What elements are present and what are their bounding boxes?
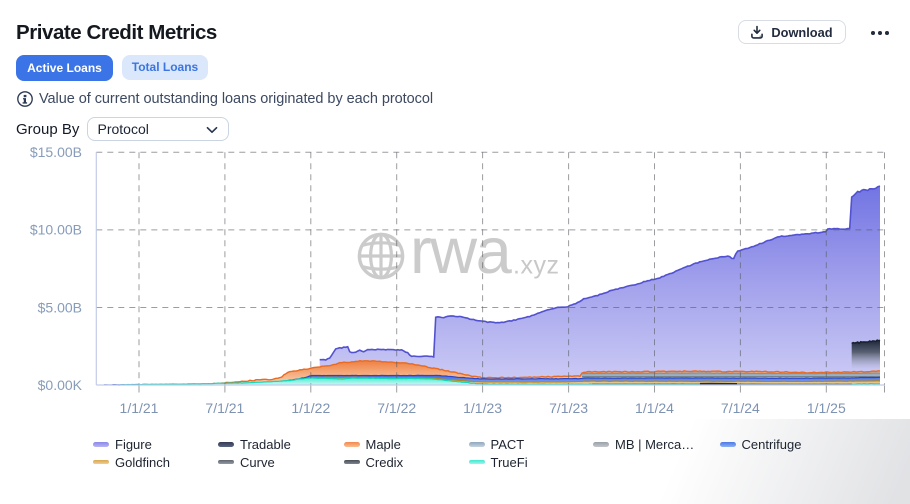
svg-text:1/1/23: 1/1/23 [463, 400, 502, 416]
svg-text:1/1/21: 1/1/21 [120, 400, 159, 416]
svg-text:7/1/22: 7/1/22 [377, 400, 416, 416]
svg-text:7/1/23: 7/1/23 [549, 400, 588, 416]
svg-text:$10.00B: $10.00B [30, 222, 82, 238]
svg-text:7/1/24: 7/1/24 [721, 400, 760, 416]
svg-text:.xyz: .xyz [513, 252, 559, 280]
svg-text:$15.00B: $15.00B [30, 144, 82, 160]
svg-text:1/1/22: 1/1/22 [291, 400, 330, 416]
svg-text:$0.00K: $0.00K [38, 377, 83, 393]
svg-text:7/1/21: 7/1/21 [205, 400, 244, 416]
svg-text:1/1/25: 1/1/25 [807, 400, 846, 416]
svg-text:$5.00B: $5.00B [38, 299, 82, 315]
svg-text:rwa: rwa [410, 214, 513, 287]
svg-text:1/1/24: 1/1/24 [635, 400, 674, 416]
